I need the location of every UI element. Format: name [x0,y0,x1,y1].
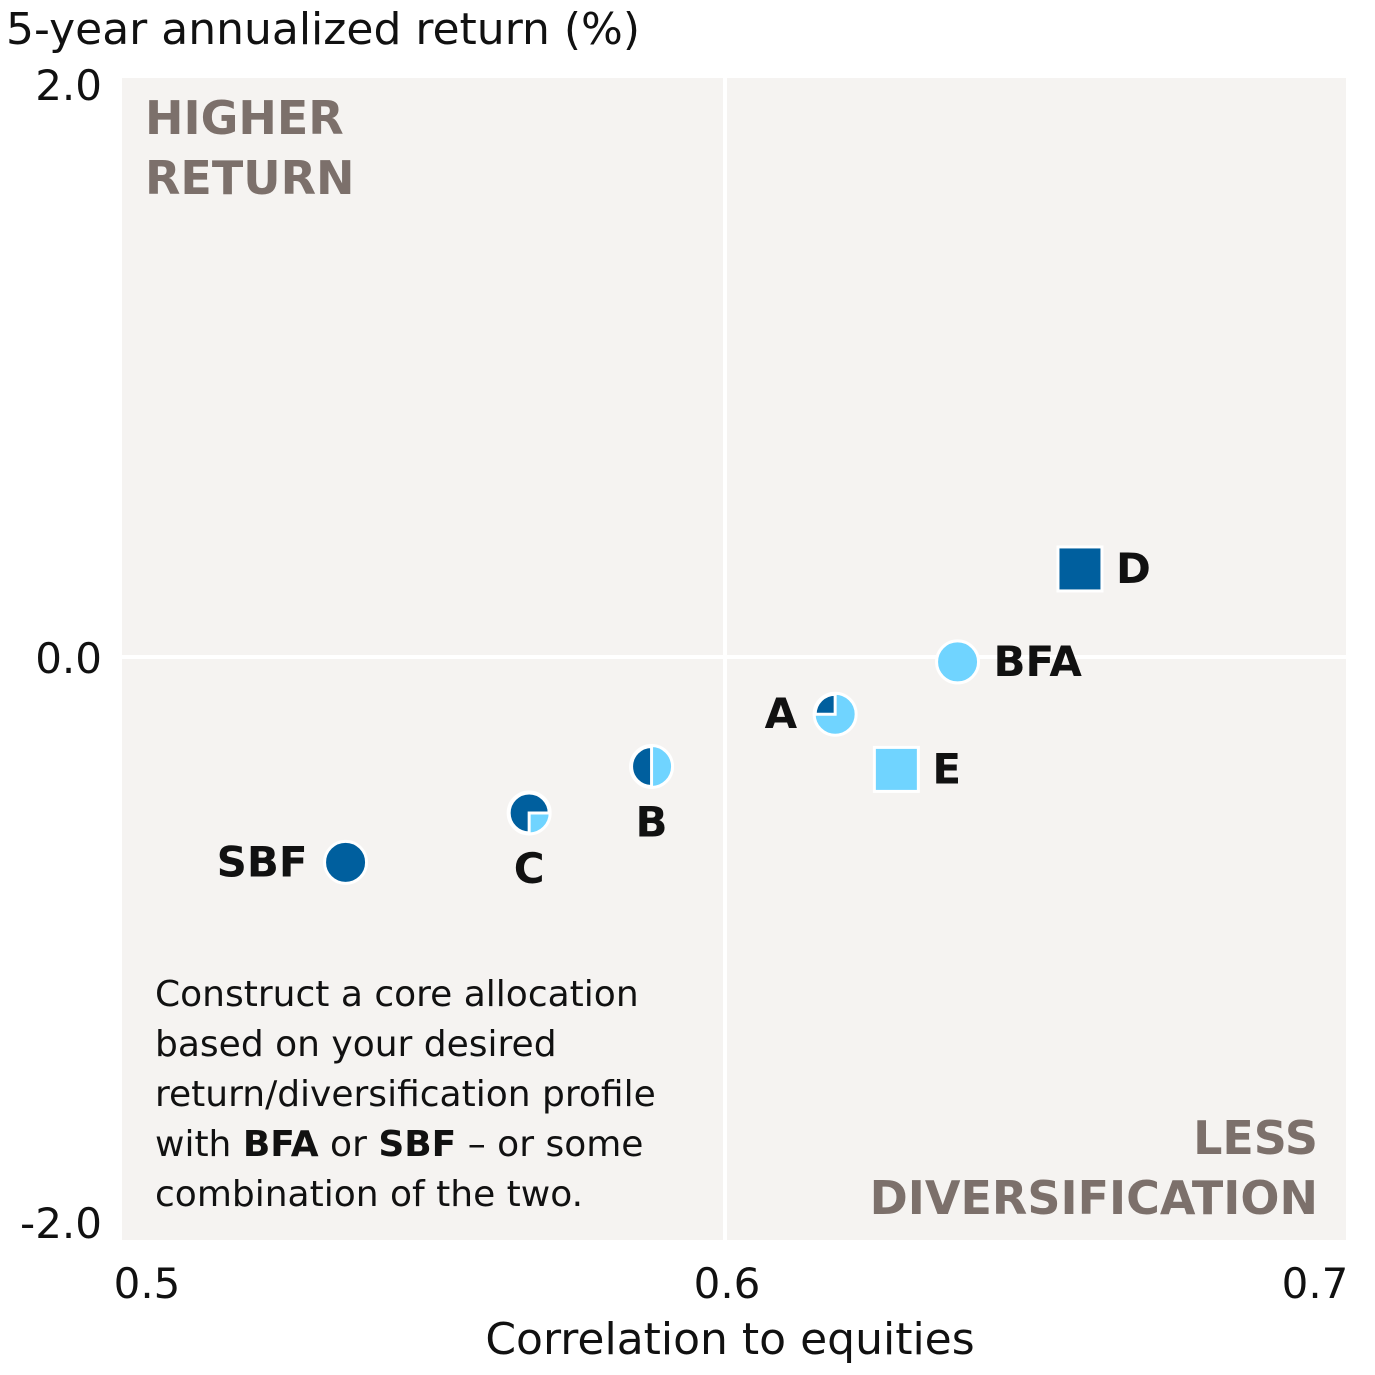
annotation-text-segment: return/diversification profile [155,1074,656,1115]
pie-dark-sector [630,744,654,788]
data-point-a: A [765,689,858,738]
data-point-d: D [1056,544,1151,593]
annotation-line: return/diversification profile [155,1074,656,1115]
point-label: BFA [994,637,1083,686]
corner-label-return: RETURN [145,151,355,205]
annotation-bold: BFA [243,1124,319,1165]
annotation-text-segment: or [319,1124,379,1165]
circle-marker [323,839,369,885]
point-label: A [765,689,798,738]
data-point-b: B [629,743,675,846]
annotation-line: Construct a core allocation [155,974,639,1015]
x-tick-label: 0.6 [694,1259,761,1308]
y-axis-title: 5-year annualized return (%) [6,4,640,55]
data-point-sbf: SBF [217,837,369,886]
square-marker [1056,545,1104,593]
corner-label-less: LESS [1193,1111,1318,1165]
pie-dark-sector [507,791,551,835]
point-label: E [932,744,961,793]
annotation-text-segment: Construct a core allocation [155,974,639,1015]
point-label: SBF [217,837,308,886]
x-tick-label: 0.5 [114,1259,181,1308]
annotation-line: based on your desired [155,1024,557,1065]
corner-label-diversification: DIVERSIFICATION [870,1171,1318,1225]
point-label: D [1116,544,1151,593]
y-tick-label: 0.0 [35,634,102,683]
circle-marker [935,639,981,685]
annotation-bold: SBF [378,1124,456,1165]
data-point-e: E [872,744,961,793]
quadrant-lines [122,78,1346,1240]
y-tick-label: 2.0 [35,61,102,110]
annotation-line: combination of the two. [155,1174,583,1215]
x-axis-title: Correlation to equities [485,1314,974,1365]
y-tick-label: -2.0 [20,1199,102,1248]
annotation-text-segment: based on your desired [155,1024,557,1065]
annotation-text-segment: with [155,1124,243,1165]
corner-label-higher: HIGHER [145,91,344,145]
point-label: B [636,797,668,846]
annotation-text-segment: combination of the two. [155,1174,583,1215]
data-point-c: C [506,790,552,893]
annotation-text-segment: – or some [456,1124,643,1165]
annotation-line: with BFA or SBF – or some [155,1124,643,1165]
square-marker [872,745,920,793]
annotation-text: Construct a core allocation based on your… [155,974,656,1215]
x-tick-label: 0.7 [1282,1259,1349,1308]
data-point-bfa: BFA [935,637,1083,686]
point-label: C [514,844,545,893]
pie-dark-sector [813,692,837,716]
